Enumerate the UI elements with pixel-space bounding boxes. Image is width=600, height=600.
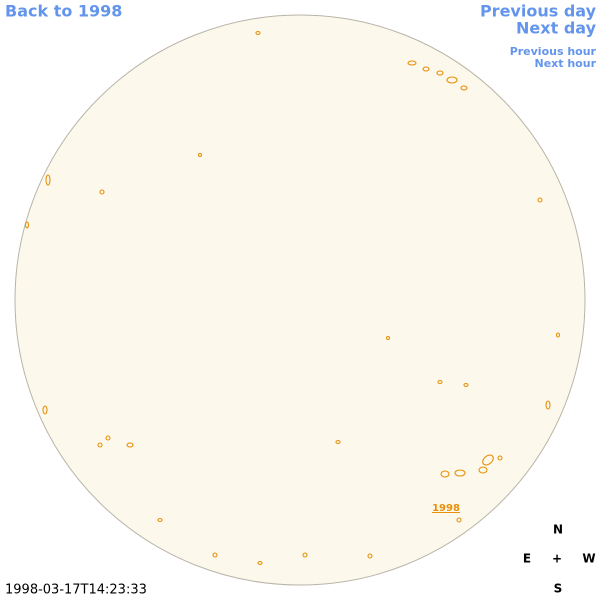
contour xyxy=(478,466,488,474)
contour xyxy=(126,442,134,448)
contour xyxy=(497,455,503,461)
contour xyxy=(24,221,30,229)
contour xyxy=(45,174,51,186)
contour xyxy=(422,66,430,72)
timestamp: 1998-03-17T14:23:33 xyxy=(5,583,147,598)
magnetic-contours xyxy=(24,30,561,566)
compass-south: S xyxy=(554,582,563,596)
contour xyxy=(197,152,203,158)
contour xyxy=(537,197,543,203)
compass-east: E xyxy=(523,552,531,566)
contour xyxy=(99,189,105,195)
contour xyxy=(407,60,417,66)
contour xyxy=(385,335,391,341)
solar-disk xyxy=(14,14,586,586)
contour xyxy=(446,76,458,84)
contour xyxy=(456,517,462,523)
contour xyxy=(555,332,561,338)
contour xyxy=(454,469,466,477)
next-hour-link[interactable]: Next hour xyxy=(535,57,597,70)
previous-day-link[interactable]: Previous day xyxy=(480,2,597,21)
contour xyxy=(42,405,48,415)
contour xyxy=(463,382,469,388)
contour xyxy=(302,552,308,558)
compass-center: + xyxy=(552,552,562,566)
next-day-link[interactable]: Next day xyxy=(516,19,597,38)
compass-north: N xyxy=(553,523,563,537)
contour xyxy=(257,560,263,566)
contour xyxy=(482,454,494,466)
back-link[interactable]: Back to 1998 xyxy=(5,2,122,21)
contour xyxy=(460,85,468,91)
contour xyxy=(255,30,261,36)
contour xyxy=(437,379,443,385)
contour xyxy=(545,400,551,410)
contour xyxy=(440,470,450,478)
compass-west: W xyxy=(582,552,595,566)
contour xyxy=(105,435,111,441)
contour xyxy=(157,517,163,523)
contour xyxy=(436,70,444,76)
previous-hour-link[interactable]: Previous hour xyxy=(510,45,597,58)
contour xyxy=(212,552,218,558)
region-label[interactable]: 1998 xyxy=(432,503,460,514)
contour xyxy=(97,442,103,448)
contour xyxy=(335,439,341,445)
contour xyxy=(367,553,373,559)
